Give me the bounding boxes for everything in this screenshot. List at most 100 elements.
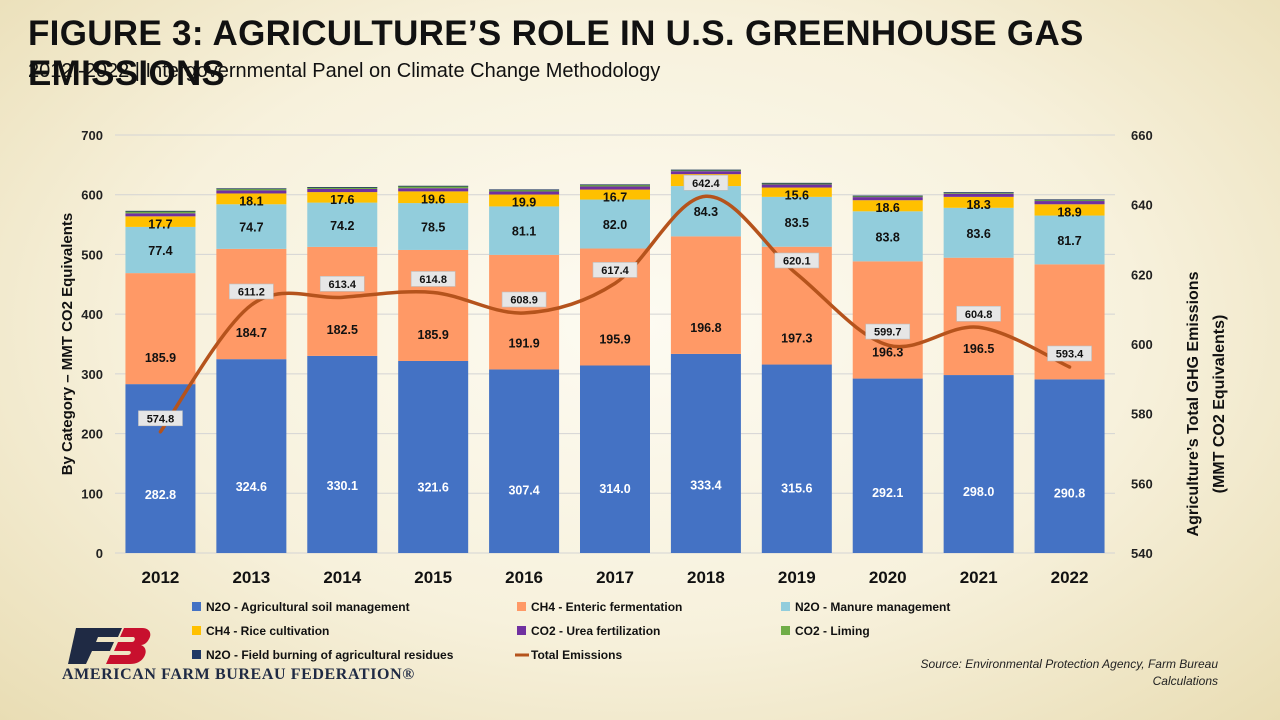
line-data-label: 613.4 [329, 279, 357, 291]
bar-data-label: 81.7 [1057, 234, 1081, 248]
line-label-box [229, 283, 274, 300]
bar-data-label: 330.1 [327, 479, 358, 493]
bar-segment [1034, 215, 1105, 265]
bar-segment [216, 188, 287, 191]
bar-segment [670, 169, 741, 171]
x-tick-label: 2012 [142, 568, 180, 587]
bar-segment [761, 187, 832, 197]
total-emissions-line [158, 194, 1072, 434]
bar-data-label: 15.6 [785, 189, 809, 203]
legend-label: CO2 - Urea fertilization [531, 624, 660, 638]
line-label-box [319, 276, 365, 292]
bar-data-label: 74.2 [330, 219, 354, 233]
bar-segment [489, 189, 560, 191]
bar-data-label: 197.3 [781, 332, 812, 346]
farm-bureau-logo-icon [68, 628, 151, 664]
bar-segment [489, 194, 560, 207]
bar-data-label: 77.4 [148, 244, 172, 258]
bar-segment [216, 204, 287, 249]
line-label-box [956, 305, 1001, 322]
bar-segment [852, 195, 923, 197]
bar-segment [580, 186, 650, 190]
bar-segment [761, 183, 832, 185]
bar-data-label: 81.1 [512, 225, 536, 239]
bar-segment [125, 213, 196, 217]
bar-data-label: 292.1 [872, 486, 903, 500]
bar-segment [489, 369, 560, 553]
legend-swatch [517, 602, 526, 611]
line-data-label: 593.4 [1056, 348, 1084, 360]
bar-segment [1034, 201, 1105, 205]
legend-swatch [781, 602, 790, 611]
bar-segment [125, 210, 196, 212]
line-label-box [410, 271, 456, 287]
bar-segment [852, 378, 923, 553]
x-tick-label: 2018 [687, 568, 725, 587]
legend-label: N2O - Field burning of agricultural resi… [206, 648, 454, 662]
legend-swatch [192, 650, 201, 659]
bar-segment [1034, 264, 1105, 380]
y2-axis-title: (MMT CO2 Equivalents) [1211, 315, 1228, 494]
bar-segment [307, 187, 378, 189]
y2-tick-label: 620 [1131, 267, 1153, 282]
bar-segment [398, 191, 469, 204]
bar-data-label: 18.1 [239, 194, 263, 208]
bar-segment [1034, 199, 1105, 202]
bar-segment [216, 188, 287, 190]
chart-title: FIGURE 3: AGRICULTURE’S ROLE IN U.S. GRE… [28, 14, 1084, 93]
bar-segment [307, 202, 378, 247]
bar-segment [125, 211, 196, 214]
bar-data-label: 185.9 [418, 328, 449, 342]
x-tick-label: 2020 [869, 568, 907, 587]
legend-label: CH4 - Rice cultivation [206, 624, 329, 638]
bar-data-label: 196.8 [690, 321, 721, 335]
bar-segment [398, 188, 469, 192]
bar-data-label: 185.9 [145, 351, 176, 365]
bar-segment [761, 364, 832, 553]
bar-data-label: 315.6 [781, 482, 812, 496]
bar-data-label: 298.0 [963, 485, 994, 499]
bar-segment [489, 189, 560, 192]
bar-data-label: 324.6 [236, 480, 267, 494]
bar-segment [852, 200, 923, 212]
bar-segment [761, 182, 832, 184]
line-label-box [865, 323, 911, 340]
chart-subtitle: 2012 -2022 | Intergovernmental Panel on … [28, 60, 661, 82]
bar-segment [943, 196, 1014, 208]
bar-segment [1034, 204, 1105, 216]
bar-segment [307, 192, 378, 203]
y-tick-label: 0 [96, 546, 103, 561]
bar-segment [398, 249, 469, 361]
y-tick-label: 400 [81, 307, 103, 322]
y-axis-title: By Category – MMT CO2 Equivalents [59, 213, 76, 476]
legend-swatch [192, 626, 201, 635]
bar-data-label: 83.6 [966, 227, 990, 241]
bar-data-label: 307.4 [508, 483, 539, 497]
bar-segment [580, 189, 650, 200]
bar-data-label: 314.0 [599, 482, 630, 496]
line-label-box [1047, 345, 1092, 362]
line-data-label: 642.4 [692, 178, 720, 190]
line-label-box [683, 175, 729, 191]
bar-segment [489, 206, 560, 255]
bar-data-label: 290.8 [1054, 486, 1085, 500]
bar-data-label: 196.3 [872, 346, 903, 360]
line-label-box [501, 291, 547, 308]
bar-data-label: 321.6 [418, 481, 449, 495]
line-data-label: 604.8 [965, 309, 993, 321]
legend-swatch [192, 602, 201, 611]
bar-segment [307, 187, 378, 188]
line-data-label: 614.8 [419, 274, 447, 286]
legend-label: CH4 - Enteric fermentation [531, 600, 682, 614]
bar-segment [852, 211, 923, 262]
bar-segment [943, 375, 1014, 553]
y-tick-label: 100 [81, 486, 103, 501]
bar-segment [580, 365, 650, 553]
x-tick-label: 2022 [1051, 568, 1089, 587]
legend-label: N2O - Manure management [795, 600, 950, 614]
x-tick-label: 2019 [778, 568, 816, 587]
legend-swatch [781, 626, 790, 635]
line-data-label: 574.8 [147, 413, 175, 425]
line-label-box [138, 410, 183, 427]
bar-segment [398, 185, 469, 187]
